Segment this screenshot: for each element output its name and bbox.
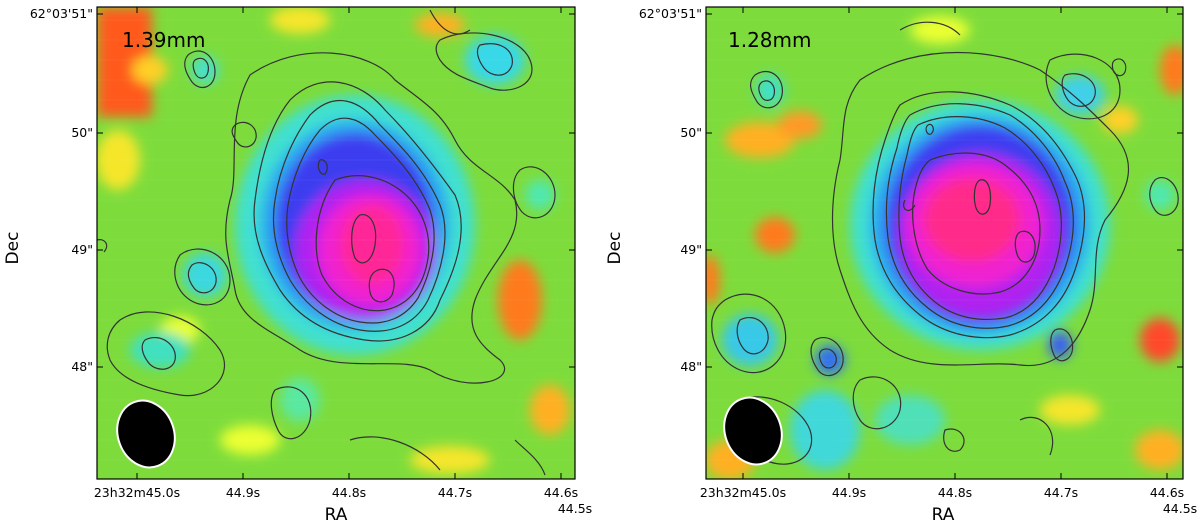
left-x-axis-label: RA <box>325 505 348 525</box>
right-beam-ellipse <box>723 396 783 466</box>
right-x-tick-3: 44.7s <box>1044 485 1078 500</box>
left-x-tick-2: 44.8s <box>332 485 366 500</box>
right-x-tick-4: 44.6s <box>1150 485 1184 500</box>
left-ticks <box>97 7 575 479</box>
left-x-tick-3: 44.7s <box>438 485 472 500</box>
right-y-tick-2: 49" <box>680 242 702 257</box>
right-ticks <box>706 7 1183 479</box>
left-x-tick-0: 23h32m45.0s <box>94 485 180 500</box>
left-band-label: 1.39mm <box>122 28 206 52</box>
right-x-tick-1: 44.9s <box>832 485 866 500</box>
left-x-tick-5: 44.5s <box>558 501 592 516</box>
right-panel: 1.28mm 23h32m45.0s 44.9s 44.8s 44.7s 44.… <box>600 0 1200 527</box>
right-contours <box>711 21 1179 465</box>
right-chart: 1.28mm 23h32m45.0s 44.9s 44.8s 44.7s 44.… <box>605 6 1197 525</box>
left-beam-ellipse <box>116 399 176 469</box>
left-noise-blobs <box>97 7 570 474</box>
left-y-tick-1: 50" <box>71 125 93 140</box>
left-y-tick-2: 49" <box>71 242 93 257</box>
left-chart: 1.39mm 23h32m45.0s 44.9s 44.8s 44.7s 44.… <box>3 6 592 525</box>
right-x-tick-0: 23h32m45.0s <box>700 485 786 500</box>
right-y-tick-1: 50" <box>680 125 702 140</box>
left-y-tick-3: 48" <box>71 359 93 374</box>
left-y-tick-0: 62°03'51" <box>30 6 93 21</box>
right-map <box>706 7 1183 479</box>
right-plot-frame <box>705 6 1184 480</box>
right-x-axis-label: RA <box>932 505 955 525</box>
left-x-tick-1: 44.9s <box>226 485 260 500</box>
left-x-tick-4: 44.6s <box>544 485 578 500</box>
right-y-axis-label: Dec <box>605 232 625 265</box>
right-band-label: 1.28mm <box>728 28 812 52</box>
right-x-tick-5: 44.5s <box>1163 501 1197 516</box>
right-pixel-grid <box>706 19 1183 461</box>
left-plot-frame <box>96 6 576 480</box>
right-x-tick-2: 44.8s <box>938 485 972 500</box>
right-noise-blobs <box>706 16 1183 479</box>
left-contours <box>97 9 556 476</box>
left-map <box>97 7 575 479</box>
left-y-axis-label: Dec <box>3 232 23 265</box>
left-panel: 1.39mm 23h32m45.0s 44.9s 44.8s 44.7s 44.… <box>3 6 592 525</box>
right-y-tick-3: 48" <box>680 359 702 374</box>
right-y-tick-0: 62°03'51" <box>639 6 702 21</box>
